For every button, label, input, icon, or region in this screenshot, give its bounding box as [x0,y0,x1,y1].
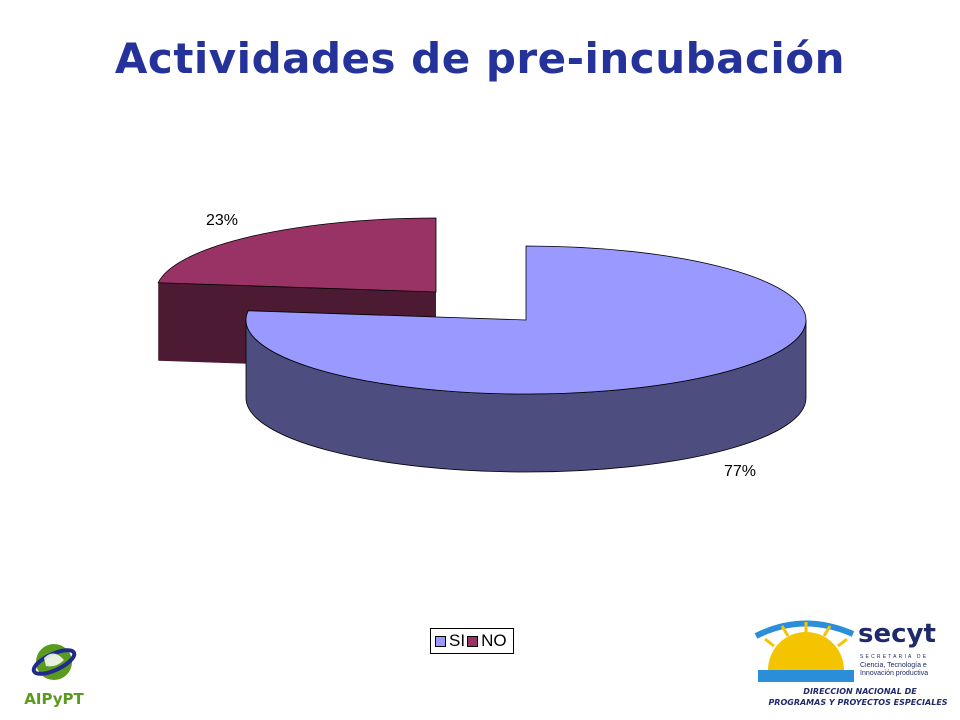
secyt-dept-line1: DIRECCION NACIONAL DE [803,687,917,696]
legend-item-no: NO [467,631,507,651]
data-label-no: 23% [206,212,238,229]
legend-swatch-no [467,635,479,647]
secyt-line2: Innovación productiva [860,670,928,677]
secyt-sub-label: SECRETARIA DE [860,654,928,660]
secyt-brand: secyt [858,619,936,649]
chart-legend: SI NO [430,628,514,654]
slide-title: Actividades de pre-incubación [114,34,846,83]
aipypt-logo-text: AIPyPT [24,690,84,708]
secyt-dept-line2: PROGRAMAS Y PROYECTOS ESPECIALES [768,698,947,707]
aipypt-globe-icon [31,644,77,680]
legend-item-si: SI [435,631,465,651]
sunrise-icon [754,620,855,682]
slice-si [245,245,807,473]
data-label-si: 77% [724,463,756,480]
legend-swatch-si [435,635,446,647]
legend-label-si: SI [449,631,466,650]
secyt-logo: secyt SECRETARIA DE Ciencia, Tecnología … [754,619,948,707]
secyt-line1: Ciencia, Tecnología e [860,662,927,669]
legend-label-no: NO [481,631,507,650]
aipypt-logo: AIPyPT [24,644,84,708]
